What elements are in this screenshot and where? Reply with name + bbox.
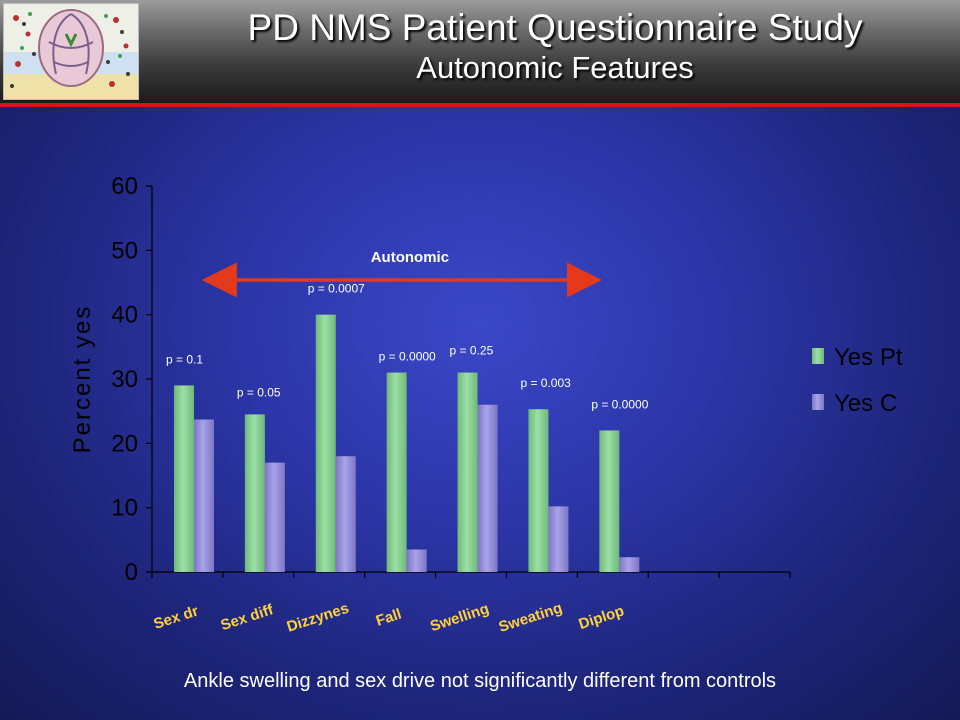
bar-yes-pt: [528, 409, 549, 572]
legend-swatch: [812, 394, 824, 410]
x-tick-label: Diplop: [577, 602, 627, 633]
y-tick-label: 20: [111, 430, 138, 457]
x-tick-label: Dizzynes: [285, 600, 351, 636]
y-tick-label: 0: [125, 559, 138, 586]
slide-footer: Ankle swelling and sex drive not signifi…: [183, 670, 777, 692]
bar-yes-c: [335, 456, 356, 572]
header-divider: [0, 103, 960, 107]
p-value-label: p = 0.003: [520, 376, 571, 390]
y-tick-label: 50: [111, 237, 138, 264]
bar-yes-c: [477, 404, 498, 572]
p-value-label: p = 0.0000: [379, 350, 436, 364]
annotation-label: Autonomic: [371, 249, 449, 266]
y-tick-label: 60: [111, 173, 138, 200]
brain-logo: [3, 3, 139, 100]
brain-logo-icon: [4, 4, 138, 99]
y-tick-label: 40: [111, 302, 138, 329]
title-bar: [0, 0, 960, 103]
slide-title: PD NMS Patient Questionnaire Study: [247, 7, 863, 48]
legend-swatch: [812, 348, 824, 364]
x-tick-label: Sex dr: [152, 603, 201, 633]
title-block: PD NMS Patient Questionnaire Study Auton…: [150, 6, 960, 86]
bar-yes-c: [548, 506, 569, 572]
p-value-label: p = 0.1: [166, 352, 203, 366]
p-value-label: p = 0.0007: [308, 282, 365, 296]
bar-yes-c: [406, 549, 427, 572]
bar-yes-pt: [174, 385, 194, 572]
bar-yes-c: [194, 419, 214, 572]
p-value-label: p = 0.05: [237, 385, 281, 399]
x-tick-label: Sweating: [497, 599, 565, 636]
x-tick-label: Sex diff: [219, 601, 277, 634]
y-tick-label: 30: [111, 366, 138, 393]
y-axis-label: Percent yes: [69, 305, 96, 454]
bar-yes-pt: [244, 414, 265, 572]
slide-subtitle: Autonomic Features: [416, 50, 694, 85]
legend-entry: Yes C: [834, 390, 897, 417]
x-tick-label: Swelling: [428, 600, 491, 635]
bar-yes-c: [619, 557, 640, 572]
y-tick-label: 10: [111, 495, 138, 522]
x-tick-label: Fall: [374, 606, 404, 630]
bar-yes-pt: [599, 430, 620, 572]
bar-yes-c: [264, 462, 285, 572]
bar-yes-pt: [386, 372, 407, 572]
bar-yes-pt: [315, 314, 336, 572]
p-value-label: p = 0.25: [450, 344, 494, 358]
p-value-label: p = 0.0000: [591, 397, 648, 411]
legend-entry: Yes Pt: [834, 344, 903, 371]
bar-yes-pt: [457, 372, 478, 572]
